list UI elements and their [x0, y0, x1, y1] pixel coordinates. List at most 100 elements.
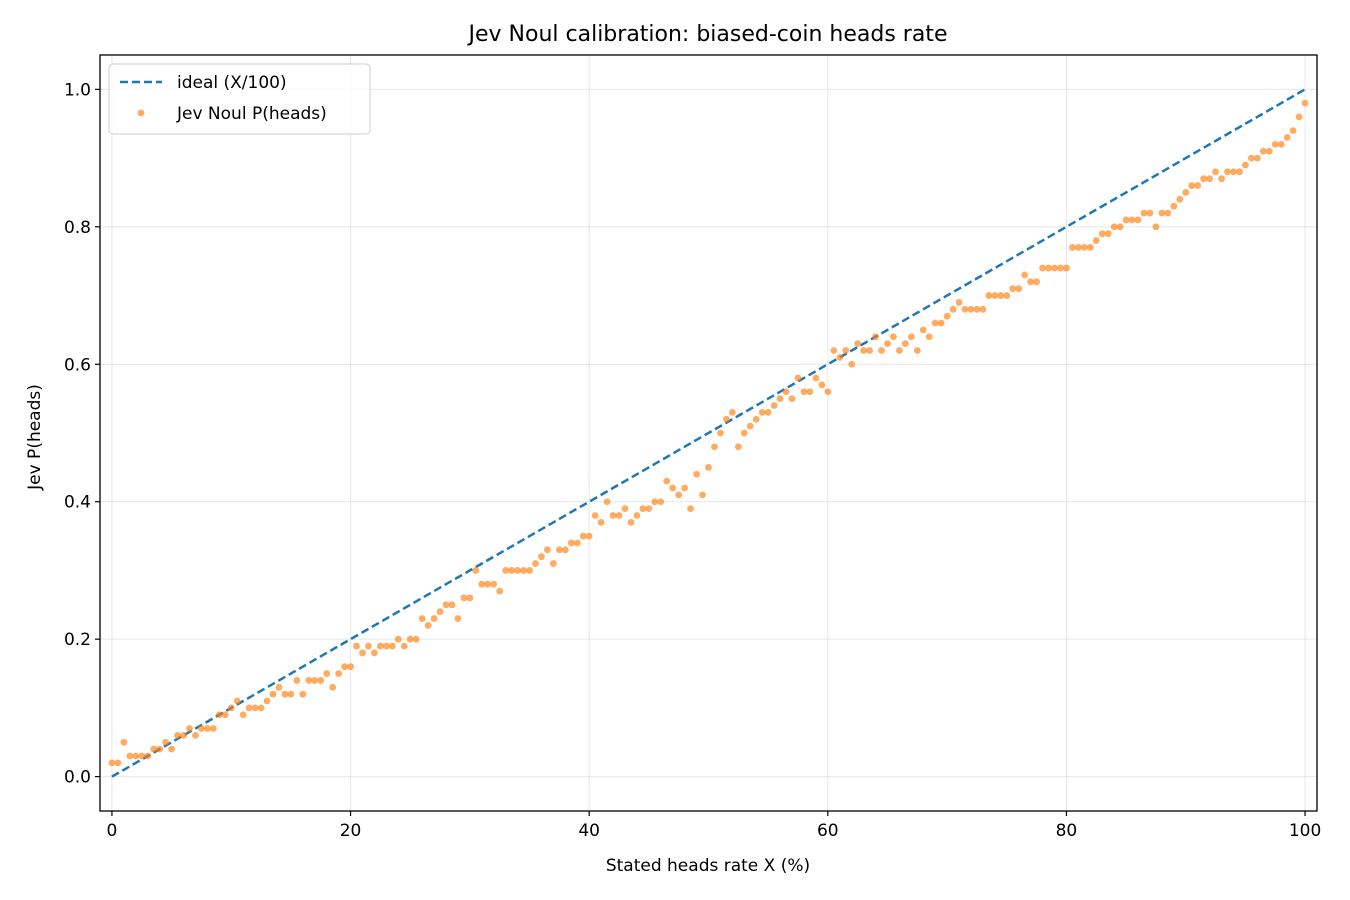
jev-data-point [627, 518, 635, 526]
jev-data-point [1206, 175, 1214, 183]
y-axis-label: Jev P(heads) [25, 384, 45, 491]
jev-data-point [890, 333, 897, 341]
jev-data-point [538, 553, 545, 561]
jev-data-point [1122, 216, 1130, 224]
jev-data-point [615, 512, 623, 519]
jev-data-point [639, 505, 647, 512]
jev-data-point [848, 360, 856, 368]
jev-data-point [585, 532, 593, 540]
jev-data-point [1146, 209, 1154, 217]
jev-data-point [353, 642, 360, 650]
jev-data-point [907, 333, 915, 341]
jev-data-point [1086, 244, 1094, 251]
jev-data-point [1253, 154, 1261, 162]
jev-data-point [699, 491, 706, 499]
jev-data-point [168, 745, 175, 753]
jev-data-point [394, 635, 402, 643]
jev-data-point [991, 292, 999, 299]
jev-data-point [860, 347, 868, 354]
jev-data-point [544, 546, 551, 554]
jev-data-point [418, 615, 426, 622]
jev-data-point [878, 347, 885, 354]
jev-data-point [329, 683, 337, 691]
jev-data-point [1182, 189, 1190, 196]
jev-data-point [221, 711, 229, 719]
jev-data-point [520, 567, 527, 574]
jev-data-point [156, 745, 164, 753]
jev-data-point [251, 704, 259, 712]
jev-data-point [311, 677, 319, 684]
jev-data-point [138, 752, 146, 760]
jev-data-point [561, 546, 569, 554]
x-tick-label: 80 [1056, 821, 1078, 841]
jev-data-point [305, 677, 313, 684]
jev-data-point [740, 429, 748, 437]
jev-data-point [239, 711, 247, 719]
jev-data-point [1236, 168, 1243, 176]
jev-data-point [174, 732, 181, 739]
jev-data-point [705, 463, 712, 471]
jev-data-point [711, 443, 718, 451]
jev-data-point [532, 560, 539, 567]
jev-data-point [621, 505, 629, 512]
jev-data-point [1045, 264, 1052, 272]
y-axis: 0.0 0.2 0.4 0.6 0.8 1.0 [64, 80, 100, 788]
jev-data-point [1176, 195, 1184, 203]
plot-frame [99, 54, 1318, 812]
ideal-series-line [111, 88, 1306, 778]
jev-data-point [872, 333, 879, 341]
jev-data-point [1194, 182, 1202, 189]
jev-data-point [800, 388, 808, 396]
jev-data-point [728, 408, 736, 416]
jev-data-point [1128, 216, 1136, 224]
x-axis-label: Stated heads rate X (%) [606, 856, 810, 876]
jev-data-point [854, 340, 862, 348]
jev-data-point [573, 539, 581, 547]
jev-data-point [215, 711, 223, 719]
jev-data-point [901, 340, 909, 348]
jev-data-point [478, 580, 486, 588]
chart-title: Jev Noul calibration: biased-coin heads … [467, 22, 948, 47]
jev-data-point [299, 690, 307, 698]
jev-data-point [323, 670, 331, 677]
jev-data-point [967, 305, 975, 313]
jev-data-point [502, 567, 510, 574]
jev-data-point [997, 292, 1005, 299]
jev-data-point [454, 615, 462, 622]
jev-data-point [752, 415, 760, 423]
jev-data-point [955, 299, 963, 306]
jev-data-point [1057, 264, 1064, 272]
jev-data-point [114, 759, 122, 767]
jev-data-point [233, 697, 241, 705]
jev-data-point [896, 347, 903, 354]
jev-data-point [1301, 99, 1309, 107]
jev-data-point [347, 663, 354, 671]
jev-data-point [1230, 168, 1237, 176]
jev-data-point [776, 395, 784, 403]
jev-data-point [961, 305, 969, 313]
jev-data-point [555, 546, 563, 554]
jev-data-point [830, 347, 838, 354]
jev-data-point [633, 512, 641, 519]
jev-data-point [842, 347, 850, 354]
jev-data-point [412, 635, 420, 643]
jev-data-point [669, 484, 677, 492]
jev-data-point [514, 567, 521, 574]
jev-data-point [508, 567, 516, 574]
jev-data-point [597, 518, 605, 526]
x-tick-label: 60 [817, 821, 839, 841]
jev-data-point [609, 512, 617, 519]
y-tick-label: 0.0 [64, 768, 91, 788]
jev-data-point [162, 738, 170, 746]
jev-data-point [1134, 216, 1142, 224]
x-tick-label: 20 [340, 821, 362, 841]
jev-data-point [818, 381, 826, 389]
legend: ideal (X/100) Jev Noul P(heads) [108, 63, 371, 135]
jev-data-point [335, 670, 343, 677]
jev-data-point [567, 539, 575, 547]
jev-data-point [1242, 161, 1249, 169]
jev-data-point [365, 642, 372, 650]
jev-data-point [1295, 113, 1303, 121]
